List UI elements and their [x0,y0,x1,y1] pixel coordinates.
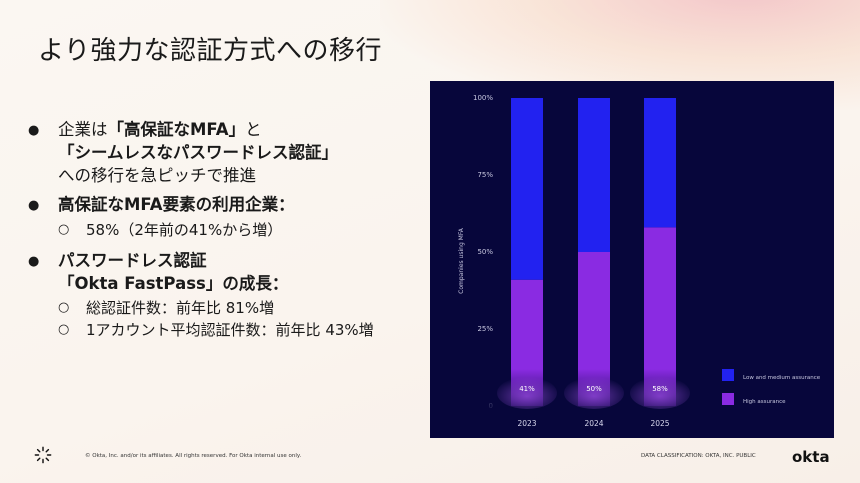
bullet-1: ● 企業は「高保証なMFA」と 「シームレスなパスワードレス認証」 への移行を急… [28,118,428,187]
bullet-icon: ● [28,198,40,213]
okta-sunburst-icon [34,446,52,464]
y-axis-label: Companies using MFA [458,227,465,294]
bullet-2-sub-1: ○ 58%（2年前の41%から増） [58,219,428,241]
legend-swatch [722,369,734,381]
sub-bullet-icon: ○ [58,222,70,237]
sub-bullet-icon: ○ [58,322,70,337]
x-tick-label-2025: 2025 [650,419,669,428]
y-tick-label: 25% [477,325,493,333]
legend-label: High assurance [743,399,786,405]
sub-bullet-icon: ○ [58,300,70,315]
bullet-3-sub-1: ○ 総認証件数：前年比 81%増 [58,297,428,319]
bullet-3-line1: パスワードレス認証 [58,251,207,270]
legend-swatch [722,393,734,405]
bar-glow [630,377,690,409]
bullet-icon: ● [28,123,40,138]
bullet-3-line2: 「Okta FastPass」の成長： [58,274,289,293]
bullet-1-post: への移行を急ピッチで推進 [58,166,256,185]
bullet-2: ● 高保証なMFA要素の利用企業： [28,193,428,217]
bullet-icon: ● [28,254,40,269]
x-tick-label-2023: 2023 [517,419,536,428]
bar-segment-low-2025 [644,98,676,228]
bar-segment-low-2024 [578,98,610,252]
bar-glow [564,377,624,409]
y-tick-label: 50% [477,248,493,256]
data-label-2025: 58% [652,385,668,393]
bullet-2-sub-text: 58%（2年前の41%から増） [86,221,283,239]
y-tick-label: 75% [477,171,493,179]
data-label-2023: 41% [519,385,535,393]
slide-title: より強力な認証方式への移行 [38,36,382,66]
bullet-list: ● 企業は「高保証なMFA」と 「シームレスなパスワードレス認証」 への移行を急… [28,118,428,341]
okta-logo: okta [792,448,830,466]
bullet-3-sub-text-2: 1アカウント平均認証件数：前年比 43%増 [86,321,374,339]
footer-classification: DATA CLASSIFICATION: OKTA, INC. PUBLIC [641,453,756,459]
y-tick-label: 100% [473,94,493,102]
x-tick-label-2024: 2024 [584,419,603,428]
data-label-2024: 50% [586,385,602,393]
bullet-1-bold2: 「シームレスなパスワードレス認証」 [58,143,339,162]
bar-segment-low-2023 [511,98,543,280]
bar-glow [497,377,557,409]
footer-copyright: © Okta, Inc. and/or its affiliates. All … [85,453,302,459]
bullet-1-bold1: 「高保証なMFA」 [107,120,246,139]
bullet-3-sub-2: ○ 1アカウント平均認証件数：前年比 43%増 [58,319,428,341]
bullet-1-pre: 企業は [58,120,108,139]
bullet-3-sub-text-1: 総認証件数：前年比 81%増 [86,299,275,317]
bullet-3: ● パスワードレス認証 「Okta FastPass」の成長： [28,249,428,295]
bullet-1-mid: と [245,120,262,139]
bullet-2-label: 高保証なMFA要素の利用企業： [58,195,295,214]
legend-label: Low and medium assurance [743,375,821,381]
